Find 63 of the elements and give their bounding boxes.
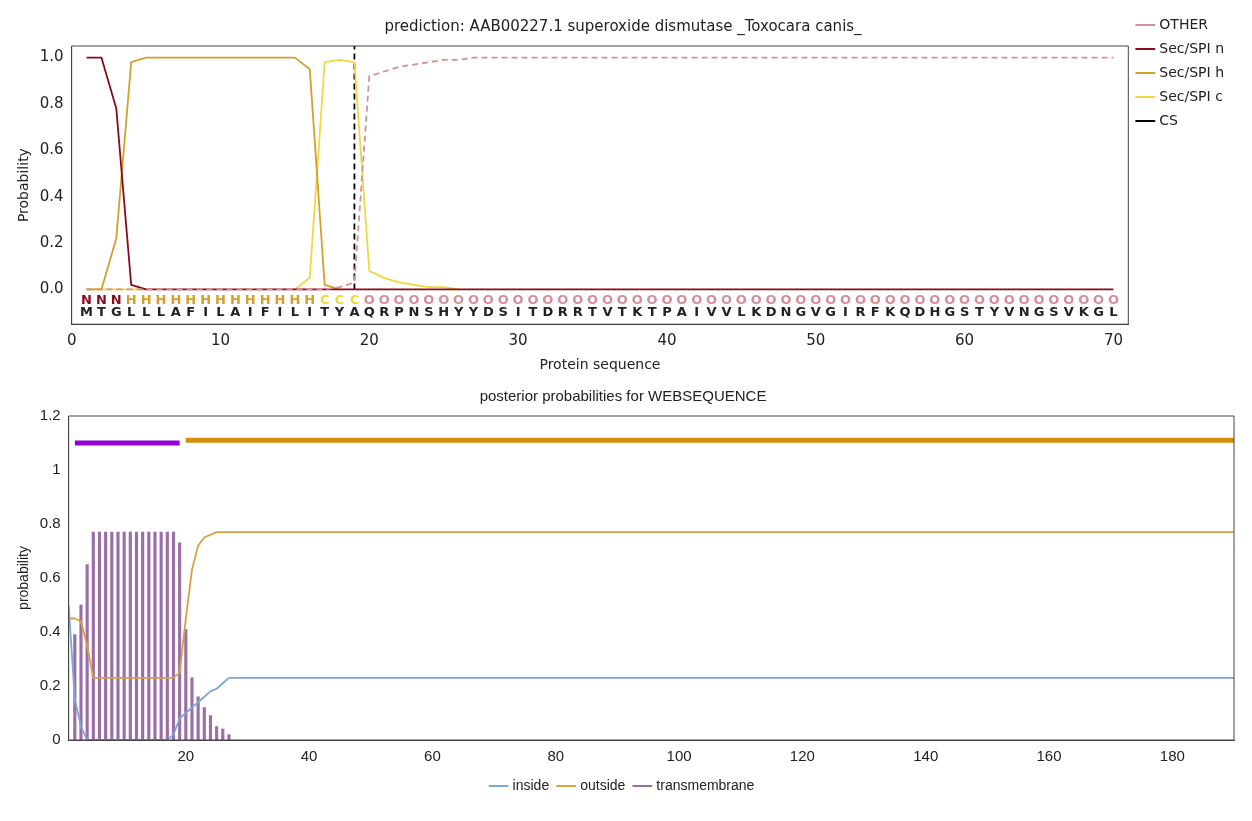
line-series: [85, 56, 1115, 291]
y-tick-label: 0.6: [39, 140, 64, 159]
y-tick-label: 0.2: [39, 676, 61, 694]
y-tick-label: 0: [52, 730, 61, 748]
x-tick-label: 40: [657, 331, 677, 350]
x-tick-label: 140: [913, 747, 939, 765]
bar: [104, 531, 108, 740]
x-tick-label: 10: [210, 331, 231, 350]
bar: [97, 531, 102, 740]
y-tick-label: 1.0: [39, 47, 64, 66]
bar: [159, 531, 163, 740]
bar: [122, 531, 126, 740]
x-tick-label: 50: [806, 331, 826, 350]
x-tick-label: 160: [1036, 747, 1062, 765]
chart-title: posterior probabilities for WEBSEQUENCE: [479, 387, 767, 405]
x-tick-label: 180: [1159, 747, 1185, 765]
y-tick-label: 0.8: [39, 514, 61, 532]
bar: [134, 531, 139, 740]
x-tick-label: 20: [177, 747, 195, 765]
y-tick-label: 0.8: [39, 93, 64, 112]
x-tick-label: 0: [66, 331, 77, 350]
x-tick-label: 30: [508, 331, 528, 350]
y-tick-label: 1: [52, 460, 61, 478]
bar: [190, 677, 194, 740]
y-tick-label: 0.2: [39, 232, 64, 251]
x-tick-label: 70: [1103, 331, 1123, 350]
x-tick-label: 20: [359, 331, 379, 350]
legend-label: Sec/SPI n: [1159, 39, 1225, 56]
legend-label: Sec/SPI c: [1159, 87, 1223, 104]
legend-label: CS: [1159, 111, 1179, 128]
bar: [208, 715, 213, 740]
y-axis-title: Probability: [15, 148, 32, 223]
bar: [147, 531, 151, 740]
x-tick-label: 80: [547, 747, 565, 765]
bar: [171, 531, 176, 740]
bar: [91, 531, 95, 740]
bar: [141, 531, 145, 740]
bar: [153, 531, 157, 740]
x-tick-label: 40: [300, 747, 318, 765]
y-tick-label: 0.0: [39, 279, 64, 298]
x-tick-label: 60: [955, 331, 975, 350]
y-tick-label: 0.4: [39, 622, 61, 640]
x-axis-title: Protein sequence: [539, 356, 661, 373]
bar: [110, 531, 114, 740]
x-tick-label: 60: [424, 747, 441, 765]
legend-label: inside: [512, 776, 550, 793]
x-tick-label: 120: [789, 747, 815, 765]
bar: [165, 531, 169, 740]
y-tick-label: 0.4: [39, 186, 64, 205]
y-axis-title: probability: [15, 546, 32, 610]
legend-label: transmembrane: [656, 776, 755, 793]
bar: [116, 531, 120, 740]
legend-label: Sec/SPI h: [1159, 63, 1225, 80]
y-tick-label: 1.2: [39, 406, 61, 424]
bar: [227, 734, 231, 740]
chart-title: prediction: AAB00227.1 superoxide dismutase _Toxocara canis_: [384, 16, 863, 36]
legend-label: OTHER: [1159, 15, 1209, 32]
x-tick-label: 100: [666, 747, 692, 765]
bar: [128, 531, 132, 740]
legend-label: outside: [580, 776, 626, 793]
bar: [79, 604, 83, 740]
y-tick-label: 0.6: [39, 568, 61, 586]
bar: [202, 707, 206, 740]
